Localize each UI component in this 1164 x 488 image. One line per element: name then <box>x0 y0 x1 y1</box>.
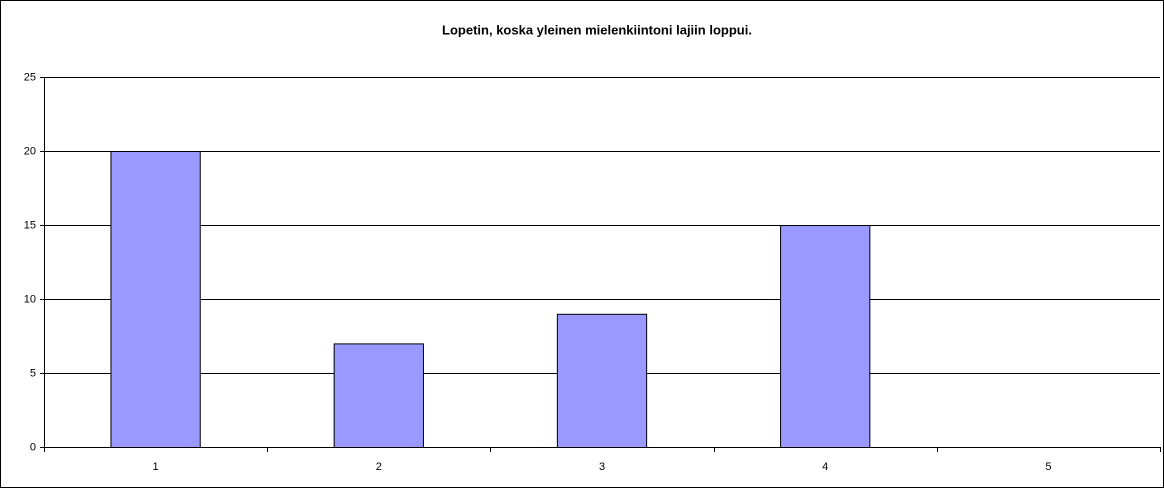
y-tick-label: 5 <box>30 367 36 379</box>
y-tick-label: 10 <box>24 293 36 305</box>
x-tick-label: 5 <box>1045 461 1051 473</box>
y-tick-label: 0 <box>30 441 36 453</box>
x-tick-label: 3 <box>599 461 605 473</box>
y-tick-label: 25 <box>24 71 36 83</box>
x-tick-label: 1 <box>153 461 159 473</box>
chart-title: Lopetin, koska yleinen mielenkiintoni la… <box>442 22 752 37</box>
y-tick-label: 15 <box>24 219 36 231</box>
bar <box>556 313 648 448</box>
bar <box>333 343 424 448</box>
x-tick-label: 2 <box>376 461 382 473</box>
y-tick-label: 20 <box>24 145 36 157</box>
bar <box>110 151 201 448</box>
bar <box>780 225 871 448</box>
x-tick-label: 4 <box>822 461 828 473</box>
